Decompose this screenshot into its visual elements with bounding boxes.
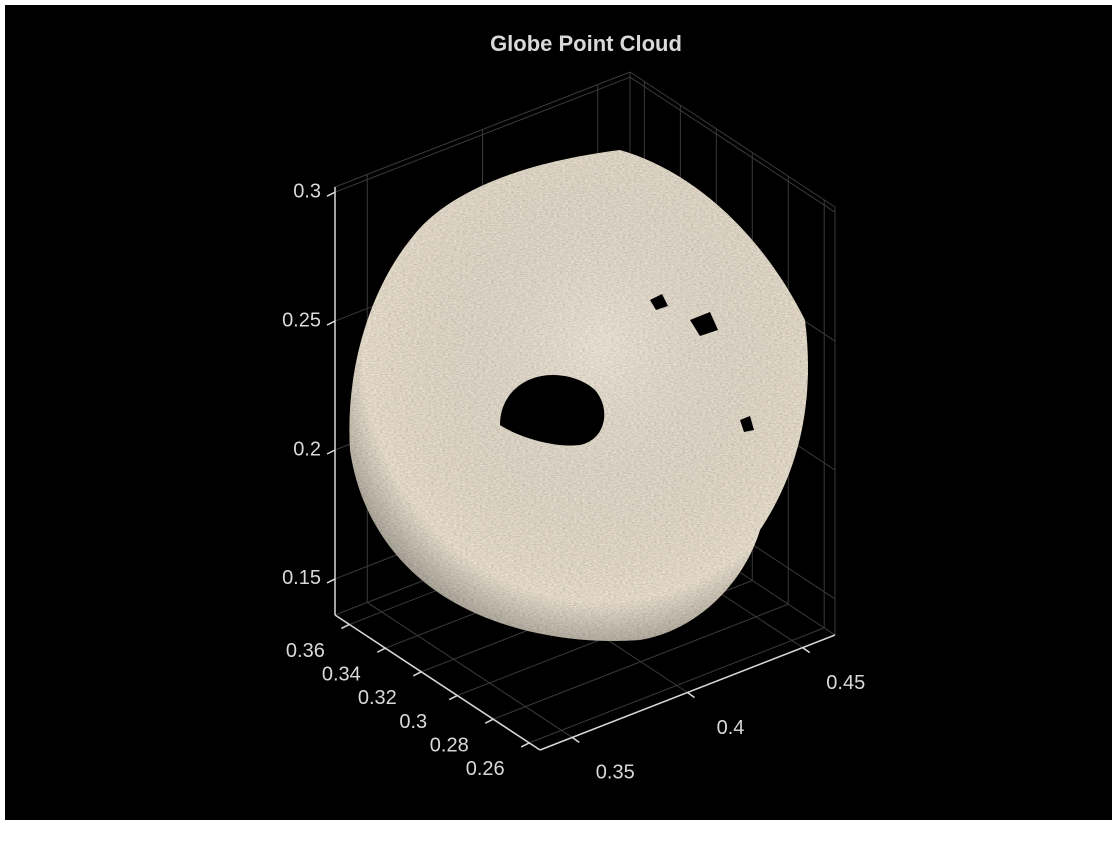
x-tick — [802, 646, 811, 654]
grid-line — [629, 76, 836, 213]
x-tick — [571, 736, 580, 744]
y-tick-label: 0.26 — [466, 758, 505, 780]
y-tick — [520, 742, 530, 748]
z-tick-label: 0.3 — [293, 180, 321, 202]
axes: 0.150.20.250.30.260.280.30.320.340.360.3… — [282, 180, 865, 783]
box-edge — [629, 71, 836, 208]
z-tick — [326, 578, 336, 584]
grid-line — [334, 76, 631, 193]
y-tick-label: 0.28 — [430, 734, 469, 756]
y-tick — [341, 623, 350, 630]
x-tick — [687, 691, 695, 699]
grid-line — [529, 627, 825, 744]
z-tick-label: 0.25 — [282, 309, 321, 331]
y-tick — [484, 718, 494, 724]
z-tick — [326, 449, 336, 455]
z-tick-label: 0.15 — [282, 567, 321, 589]
y-tick-label: 0.36 — [286, 640, 325, 662]
z-tick — [326, 320, 336, 326]
y-tick — [377, 647, 386, 653]
x-tick-label: 0.4 — [717, 717, 745, 739]
z-tick-label: 0.2 — [293, 438, 321, 460]
grid-line — [493, 603, 789, 720]
grid-line — [366, 602, 573, 738]
y-tick-label: 0.34 — [322, 663, 361, 685]
y-tick — [448, 694, 458, 701]
y-tick — [412, 671, 422, 677]
point-cloud — [349, 150, 808, 641]
y-tick-label: 0.3 — [399, 711, 427, 733]
y-axis — [334, 614, 541, 751]
x-tick-label: 0.35 — [596, 762, 635, 784]
x-tick-label: 0.45 — [826, 672, 865, 694]
chart-title: Globe Point Cloud — [490, 31, 682, 56]
y-tick-label: 0.32 — [358, 687, 397, 709]
z-tick — [326, 191, 336, 197]
